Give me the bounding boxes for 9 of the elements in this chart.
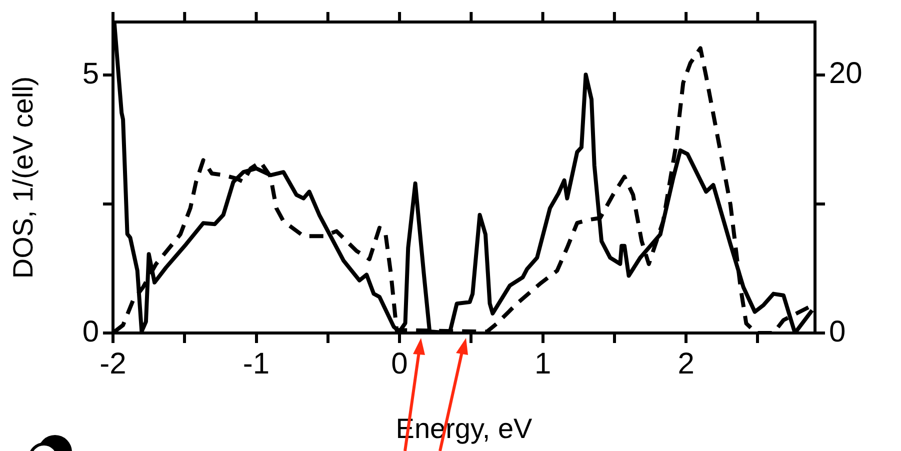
y-tick-label: 5: [82, 57, 99, 90]
y2-tick-label: 0: [829, 315, 846, 348]
x-tick-label: -1: [242, 347, 270, 380]
y2-tick-label: 20: [829, 57, 862, 90]
y-axis-title: DOS, 1/(eV cell): [8, 76, 39, 279]
x-tick-label: -2: [100, 347, 126, 380]
x-tick-label: 1: [534, 347, 552, 380]
x-tick-label: 0: [391, 347, 408, 380]
x-tick-label: 2: [678, 347, 694, 380]
